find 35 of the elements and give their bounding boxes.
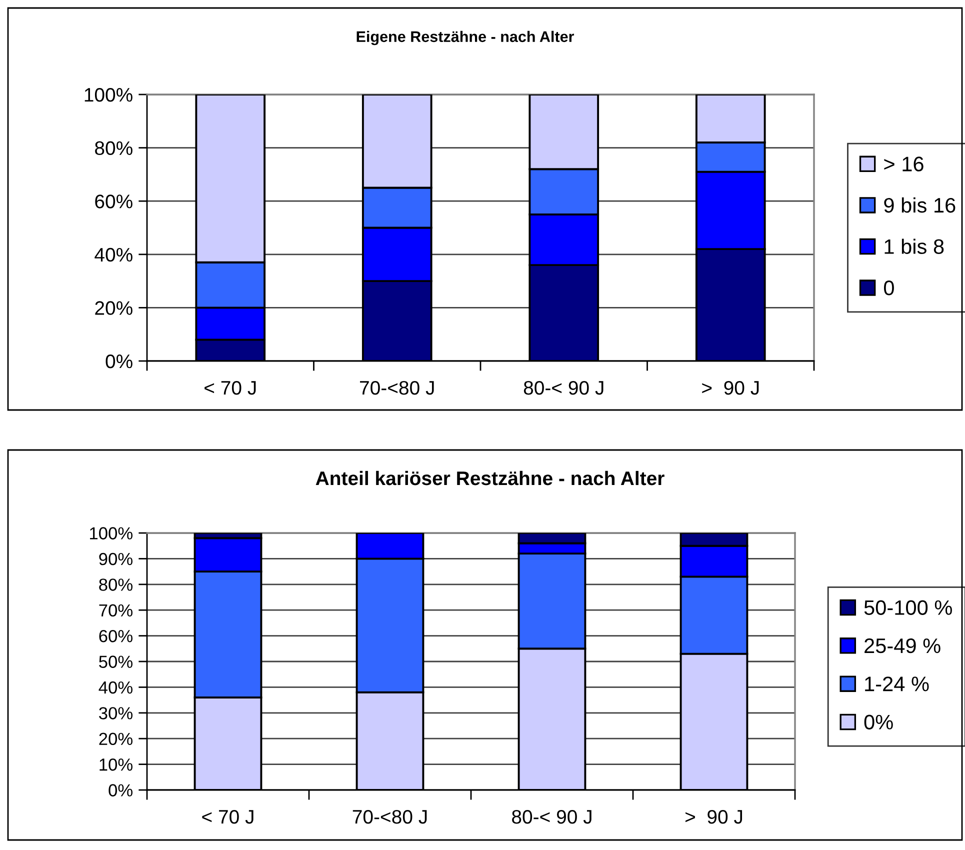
y-tick-label: 0% <box>108 784 132 796</box>
x-tick-label: > 90 J <box>702 380 759 395</box>
y-tick-label: 100% <box>84 88 132 102</box>
legend-label: 0% <box>864 714 893 730</box>
x-tick-label: 70-<80 J <box>360 380 434 395</box>
y-tick-label: 40% <box>94 248 132 262</box>
chart-title: Eigene Restzähne - nach Alter <box>356 30 574 46</box>
x-tick-label: < 70 J <box>204 380 256 395</box>
y-tick-label: 20% <box>95 301 132 315</box>
y-tick-label: 100% <box>90 527 132 540</box>
legend-label: 50-100 % <box>864 600 952 615</box>
x-tick-label: > 90 J <box>686 810 742 824</box>
y-tick-label: 70% <box>99 604 132 617</box>
y-tick-label: 60% <box>95 194 132 208</box>
legend-label: 25-49 % <box>864 638 940 654</box>
y-tick-label: 30% <box>99 707 132 720</box>
y-tick-label: 80% <box>95 141 132 156</box>
x-tick-label: 70-<80 J <box>352 810 427 824</box>
y-tick-label: 10% <box>100 758 132 771</box>
y-tick-label: 80% <box>99 578 132 591</box>
legend-label: 1 bis 8 <box>884 238 944 254</box>
legend-label: > 16 <box>884 156 924 172</box>
y-tick-label: 20% <box>99 732 132 746</box>
x-tick-label: 80-< 90 J <box>512 810 592 824</box>
y-tick-label: 40% <box>98 681 132 694</box>
x-tick-label: 80-< 90 J <box>524 380 604 395</box>
y-tick-label: 60% <box>99 630 132 642</box>
y-tick-label: 90% <box>99 552 132 566</box>
x-tick-label: < 70 J <box>202 810 254 824</box>
legend-label: 0 <box>884 280 894 296</box>
y-tick-label: 50% <box>99 656 132 668</box>
y-tick-label: 0% <box>106 354 132 368</box>
legend-label: 9 bis 16 <box>884 197 956 213</box>
legend-label: 1-24 % <box>865 676 929 692</box>
chart-title: Anteil kariöser Restzähne - nach Alter <box>316 470 664 486</box>
